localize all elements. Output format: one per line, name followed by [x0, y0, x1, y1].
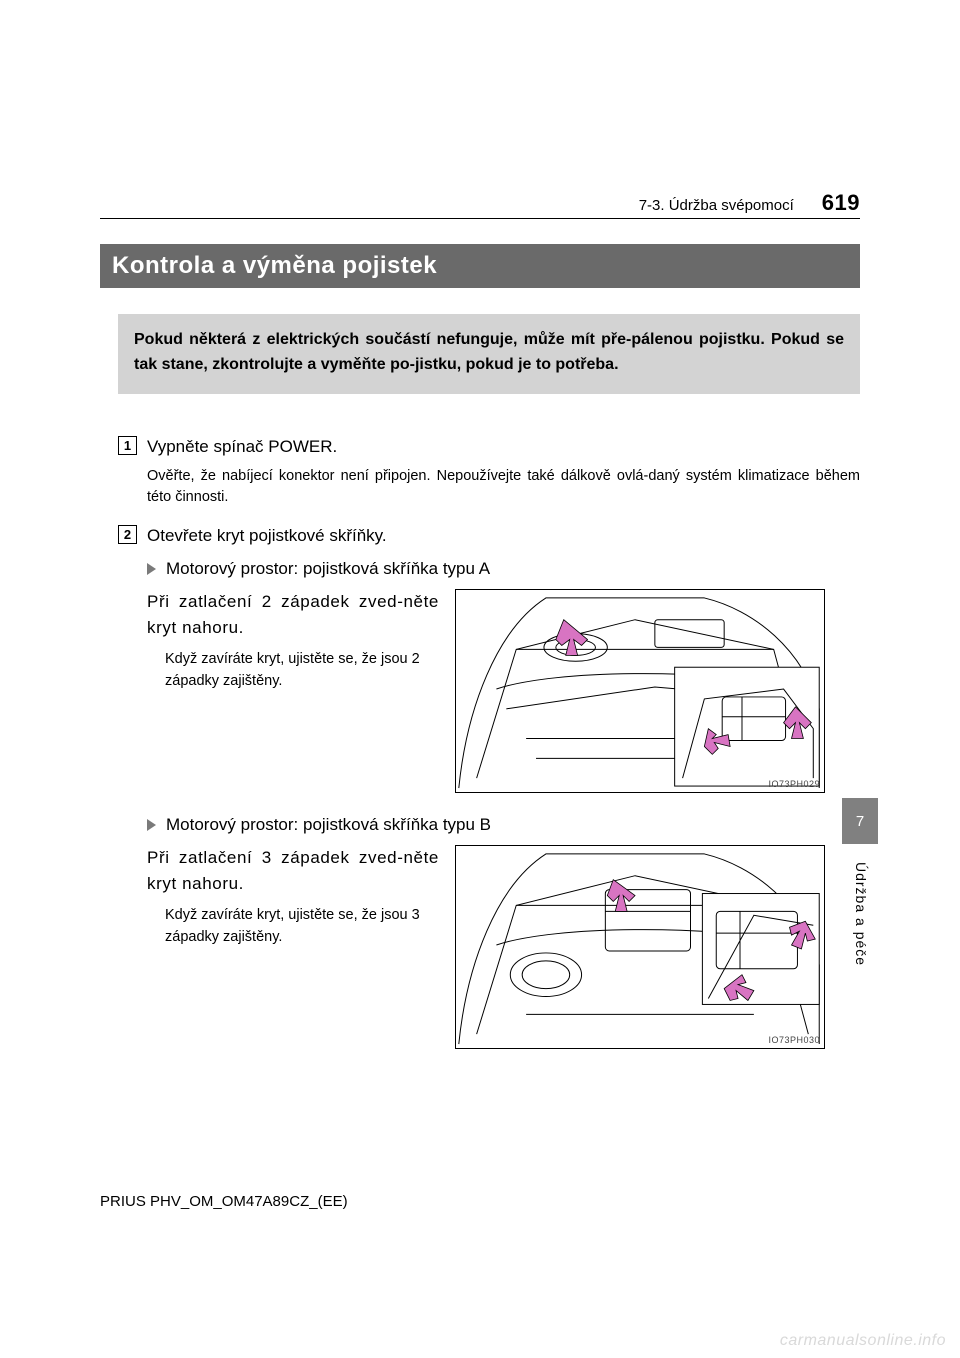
subsection-bullet: Motorový prostor: pojistková skříňka typ…: [147, 559, 860, 579]
step-number-icon: 2: [118, 525, 137, 544]
subsection-note-text: Když zavíráte kryt, ujistěte se, že jsou…: [165, 905, 439, 949]
subsection-main-text: Při zatlačení 2 západek zved-něte kryt n…: [147, 589, 439, 642]
page-number: 619: [822, 190, 860, 216]
footer-doc-id: PRIUS PHV_OM_OM47A89CZ_(EE): [100, 1193, 348, 1210]
subsection-b: Motorový prostor: pojistková skříňka typ…: [147, 815, 860, 1049]
triangle-bullet-icon: [147, 819, 156, 831]
watermark: carmanualsonline.info: [780, 1332, 946, 1350]
subsection-bullet-text: Motorový prostor: pojistková skříňka typ…: [166, 559, 490, 579]
step-number-icon: 1: [118, 436, 137, 455]
step-text: Vypněte spínač POWER.: [147, 434, 337, 460]
engine-bay-illustration-icon: [456, 846, 824, 1048]
subsection-content: Při zatlačení 2 západek zved-něte kryt n…: [147, 589, 860, 793]
intro-blurb: Pokud některá z elektrických součástí ne…: [118, 314, 860, 394]
figure-caption: IO73PH029: [768, 779, 820, 789]
triangle-bullet-icon: [147, 563, 156, 575]
subsection-content: Při zatlačení 3 západek zved-něte kryt n…: [147, 845, 860, 1049]
subsection-note-text: Když zavíráte kryt, ujistěte se, že jsou…: [165, 649, 439, 693]
section-title: Kontrola a výměna pojistek: [100, 244, 860, 288]
subsection-bullet: Motorový prostor: pojistková skříňka typ…: [147, 815, 860, 835]
subsection-a: Motorový prostor: pojistková skříňka typ…: [147, 559, 860, 793]
chapter-tab: 7: [842, 798, 878, 844]
figure-fusebox-a: IO73PH029: [455, 589, 825, 793]
step-2: 2 Otevřete kryt pojistkové skříňky.: [118, 523, 860, 549]
header-divider: [100, 218, 860, 219]
breadcrumb: 7-3. Údržba svépomocí: [639, 197, 794, 214]
step-text: Otevřete kryt pojistkové skříňky.: [147, 523, 387, 549]
step-note: Ověřte, že nabíjecí konektor není připoj…: [147, 466, 860, 510]
figure-caption: IO73PH030: [768, 1035, 820, 1045]
subsection-bullet-text: Motorový prostor: pojistková skříňka typ…: [166, 815, 491, 835]
subsection-main-text: Při zatlačení 3 západek zved-něte kryt n…: [147, 845, 439, 898]
body-content: 1 Vypněte spínač POWER. Ověřte, že nabíj…: [118, 434, 860, 1049]
figure-fusebox-b: IO73PH030: [455, 845, 825, 1049]
chapter-side-label: Údržba a péče: [853, 862, 869, 966]
page: 7-3. Údržba svépomocí 619 Kontrola a vým…: [0, 0, 960, 1358]
subsection-text-column: Při zatlačení 3 západek zved-něte kryt n…: [147, 845, 439, 949]
subsection-text-column: Při zatlačení 2 západek zved-něte kryt n…: [147, 589, 439, 693]
engine-bay-illustration-icon: [456, 590, 824, 792]
step-1: 1 Vypněte spínač POWER.: [118, 434, 860, 460]
page-header: 7-3. Údržba svépomocí 619: [100, 190, 860, 216]
